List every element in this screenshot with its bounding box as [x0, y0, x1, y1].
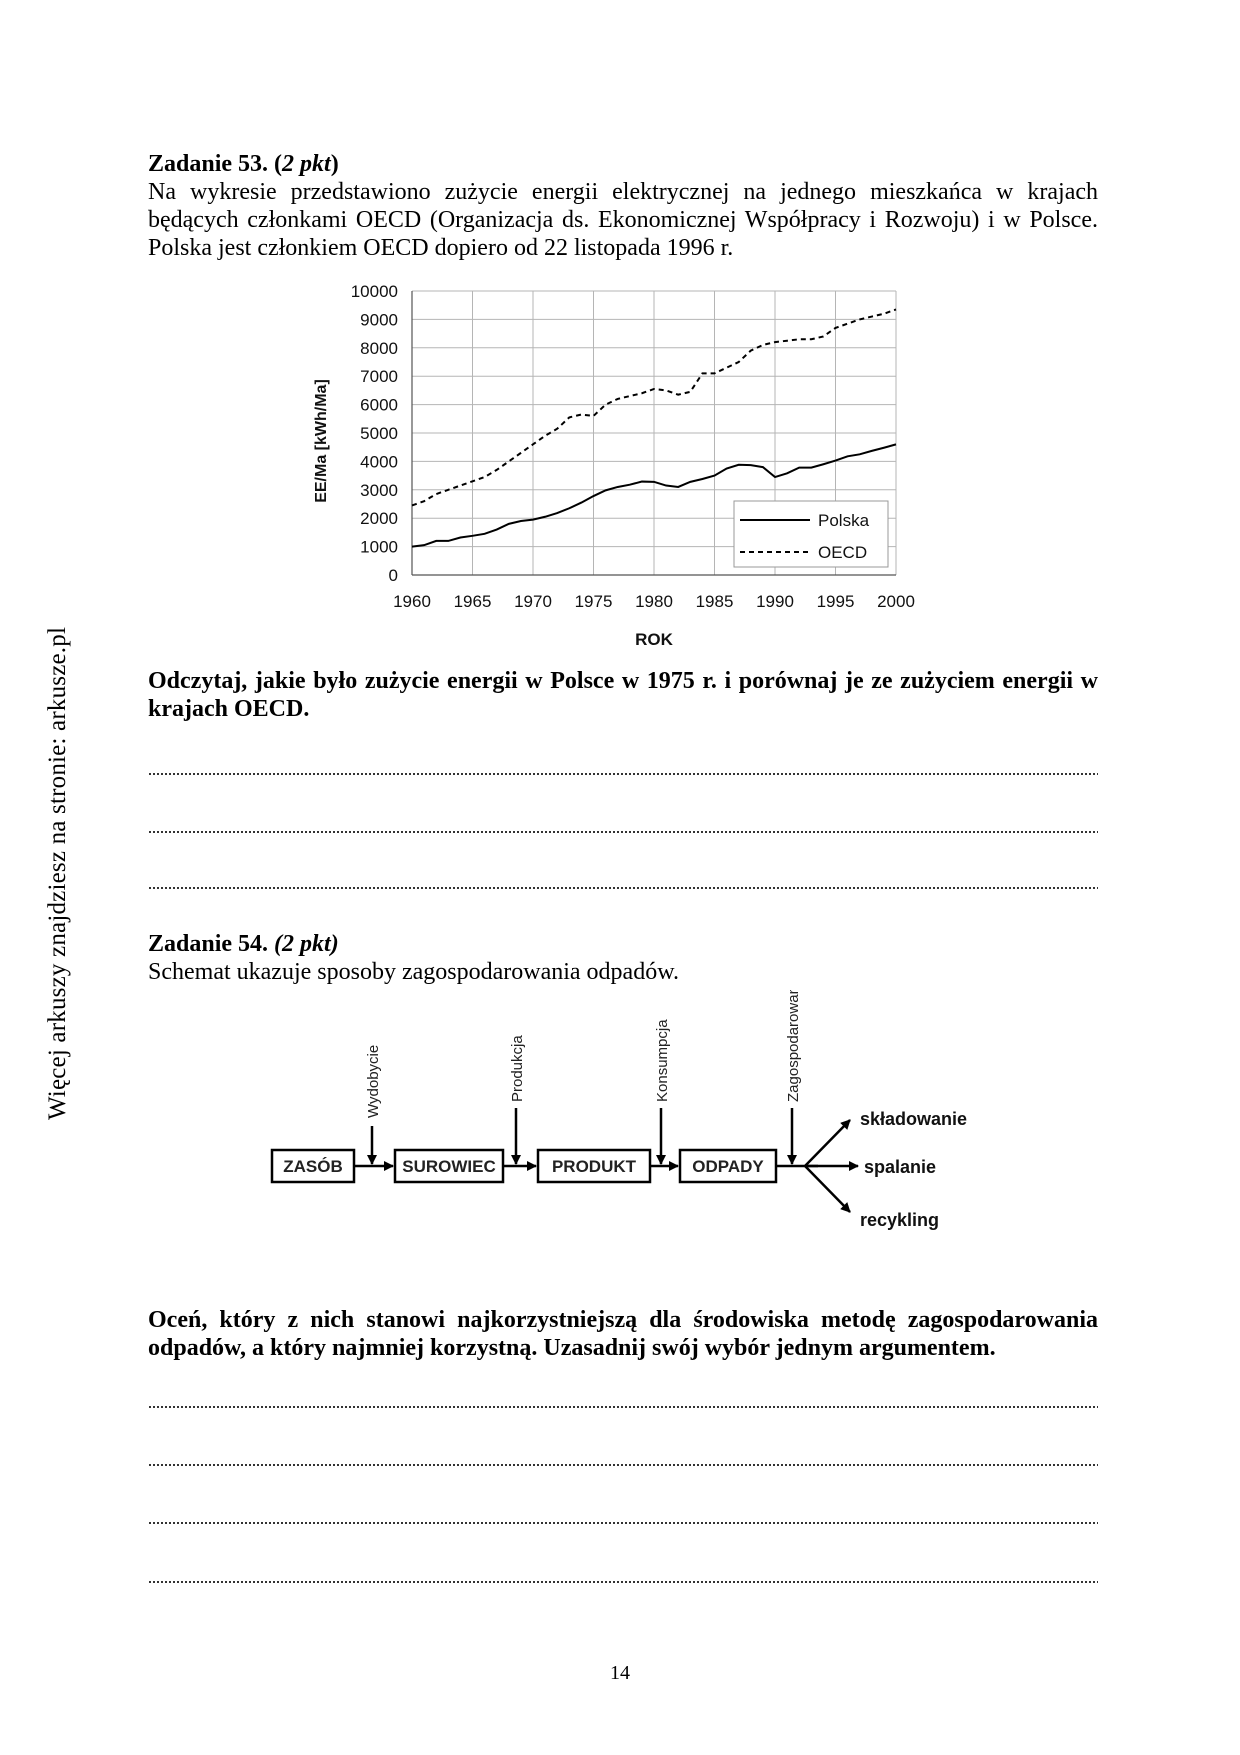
svg-text:SUROWIEC: SUROWIEC — [402, 1157, 496, 1176]
svg-text:ZASÓB: ZASÓB — [283, 1157, 343, 1176]
x-tick-label: 1970 — [514, 592, 552, 611]
x-tick-label: 1990 — [756, 592, 794, 611]
x-tick-label: 1980 — [635, 592, 673, 611]
task54-title: Zadanie 54. — [148, 931, 269, 957]
task53-title-line: Zadanie 53. (2 pkt) — [148, 151, 339, 177]
answer-line-54-1[interactable] — [148, 1405, 1098, 1409]
legend-label-polska: Polska — [818, 511, 870, 530]
box-produkt: PRODUKT — [536, 1148, 652, 1184]
task53-title: Zadanie 53. — [148, 151, 269, 177]
answer-line-53-2[interactable] — [148, 830, 1098, 834]
svg-text:ODPADY: ODPADY — [692, 1157, 764, 1176]
y-tick-label: 3000 — [360, 481, 398, 500]
svg-text:PRODUKT: PRODUKT — [552, 1157, 637, 1176]
task53-header: Zadanie 53. (2 pkt) Na wykresie przedsta… — [148, 150, 1098, 262]
box-surowiec: SUROWIEC — [393, 1148, 505, 1184]
y-axis-label: EE/Ma [kWh/Ma] — [313, 379, 330, 503]
y-tick-label: 1000 — [360, 538, 398, 557]
x-tick-label: 1995 — [817, 592, 855, 611]
legend-label-oecd: OECD — [818, 543, 867, 562]
task54-points: (2 pkt) — [274, 931, 339, 957]
task53-points: 2 pkt — [282, 151, 331, 177]
y-tick-label: 7000 — [360, 367, 398, 386]
legend-box — [733, 500, 889, 568]
answer-line-53-1[interactable] — [148, 772, 1098, 776]
y-tick-label: 6000 — [360, 396, 398, 415]
outcome-skladowanie: składowanie — [860, 1109, 967, 1129]
process-wydobycie: Wydobycie — [365, 1045, 382, 1118]
y-tick-label: 0 — [389, 566, 398, 585]
y-tick-label: 10000 — [351, 282, 398, 301]
task53-question: Odczytaj, jakie było zużycie energii w P… — [148, 668, 1098, 722]
task54-title-line: Zadanie 54. (2 pkt) — [148, 930, 1098, 958]
series-line-oecd — [411, 308, 897, 507]
box-zasob: ZASÓB — [270, 1148, 356, 1184]
y-tick-label: 2000 — [360, 509, 398, 528]
process-produkcja: Produkcja — [509, 1035, 526, 1102]
task53-text: Na wykresie przedstawiono zużycie energi… — [148, 179, 1098, 261]
box-odpady: ODPADY — [678, 1148, 778, 1184]
task54-header: Zadanie 54. (2 pkt) Schemat ukazuje spos… — [148, 930, 1098, 986]
waste-diagram: ZASÓB SUROWIEC PRODUKT ODPADY Wydobycie — [270, 990, 967, 1230]
outcome-recykling: recykling — [860, 1210, 939, 1230]
process-zagospodarowanie: Zagospodarowanie — [785, 990, 802, 1102]
answer-line-53-3[interactable] — [148, 886, 1098, 890]
process-konsumpcja: Konsumpcja — [654, 1019, 671, 1102]
x-tick-label: 1960 — [393, 592, 431, 611]
answer-line-54-2[interactable] — [148, 1463, 1098, 1467]
outcome-spalanie: spalanie — [864, 1157, 936, 1177]
x-tick-label: 1985 — [696, 592, 734, 611]
answer-line-54-4[interactable] — [148, 1580, 1098, 1584]
energy-chart: 0 1000 2000 3000 4000 5000 6000 7000 8000 9000 100… — [313, 282, 915, 649]
x-tick-label: 1975 — [575, 592, 613, 611]
page-number: 14 — [610, 1662, 630, 1684]
y-tick-label: 8000 — [360, 339, 398, 358]
x-tick-label: 2000 — [877, 592, 915, 611]
task54-question: Oceń, który z nich stanowi najkorzystnie… — [148, 1307, 1098, 1361]
y-tick-label: 9000 — [360, 310, 398, 329]
side-note: Więcej arkuszy znajdziesz na stronie: ar… — [44, 626, 71, 1120]
series-line-polska — [411, 443, 897, 548]
answer-line-54-3[interactable] — [148, 1521, 1098, 1525]
x-axis-label: ROK — [635, 630, 674, 649]
y-tick-label: 4000 — [360, 452, 398, 471]
task54-text: Schemat ukazuje sposoby zagospodarowania… — [148, 959, 679, 985]
x-tick-label: 1965 — [454, 592, 492, 611]
y-tick-label: 5000 — [360, 424, 398, 443]
